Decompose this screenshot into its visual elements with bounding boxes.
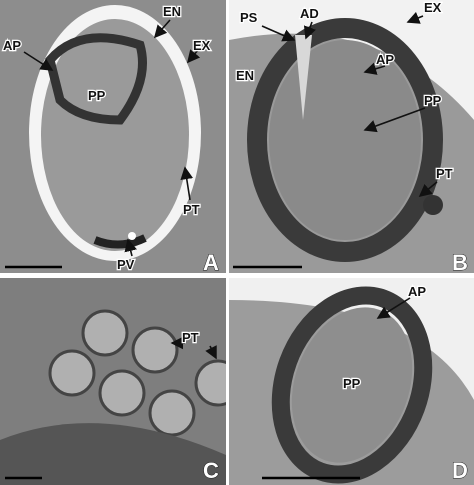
structure-label: EX <box>424 0 442 15</box>
panel-letter: C <box>203 458 219 483</box>
scale-bars <box>5 265 360 480</box>
panel-b <box>229 0 474 273</box>
panel-letter: A <box>203 250 219 275</box>
structure-label: AP <box>376 52 394 67</box>
panel-d <box>229 278 474 485</box>
structure-label: PP <box>343 376 361 391</box>
structure-label: PP <box>424 93 442 108</box>
panel-c <box>0 278 226 485</box>
structure-label: AD <box>300 6 319 21</box>
structure-label: EN <box>163 4 181 19</box>
structure-label: PV <box>117 257 135 272</box>
structure-label: PS <box>240 10 258 25</box>
structure-label: AP <box>3 38 21 53</box>
structure-label: EN <box>236 68 254 83</box>
structure-label: AP <box>408 284 426 299</box>
panel-a <box>0 0 226 273</box>
structure-label: PP <box>88 88 106 103</box>
structure-label: PT <box>183 202 200 217</box>
structure-label: EX <box>193 38 211 53</box>
arrows <box>23 11 438 360</box>
panel-letter: D <box>452 458 468 483</box>
structure-label: PT <box>182 330 199 345</box>
panel-letter: B <box>452 250 468 275</box>
structure-label: PT <box>436 166 453 181</box>
